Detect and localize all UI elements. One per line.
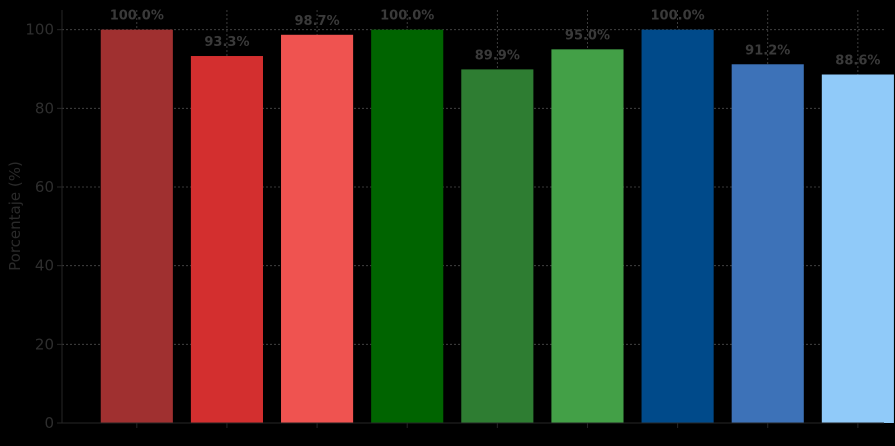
bar-data-label: 91.2%	[745, 43, 790, 58]
y-tick-label: 100	[25, 21, 54, 39]
y-tick-label: 60	[35, 178, 54, 196]
bar	[190, 56, 263, 424]
bar-data-label: 89.9%	[475, 48, 520, 63]
label-layer: 100.0% 93.3% 98.7% 100.0% 89.9% 95.0% 100.0% 91…	[110, 9, 881, 69]
y-tick-label: 20	[35, 335, 54, 353]
bar	[281, 34, 354, 423]
bar-data-label: 100.0%	[380, 9, 434, 24]
bar-data-label: 93.3%	[204, 35, 249, 50]
bar-data-label: 88.6%	[835, 54, 880, 69]
bar	[461, 69, 534, 423]
bar-data-label: 100.0%	[651, 9, 705, 24]
y-tick-label: 80	[35, 99, 54, 117]
bar-data-label: 98.7%	[295, 14, 340, 29]
y-tick-label: 0	[44, 414, 54, 432]
bar	[821, 74, 894, 424]
bar-layer	[100, 29, 894, 424]
bar	[731, 64, 804, 423]
bar-data-label: 100.0%	[110, 9, 164, 24]
bar	[100, 29, 173, 424]
bar	[551, 49, 624, 423]
y-tick-label: 40	[35, 257, 54, 275]
y-axis-title: Porcentaje (%)	[6, 161, 24, 271]
bar-data-label: 95.0%	[565, 28, 610, 43]
bar	[371, 29, 444, 424]
axis-layer: 0 20 40 60 80 100	[25, 10, 884, 432]
bar	[641, 29, 714, 424]
